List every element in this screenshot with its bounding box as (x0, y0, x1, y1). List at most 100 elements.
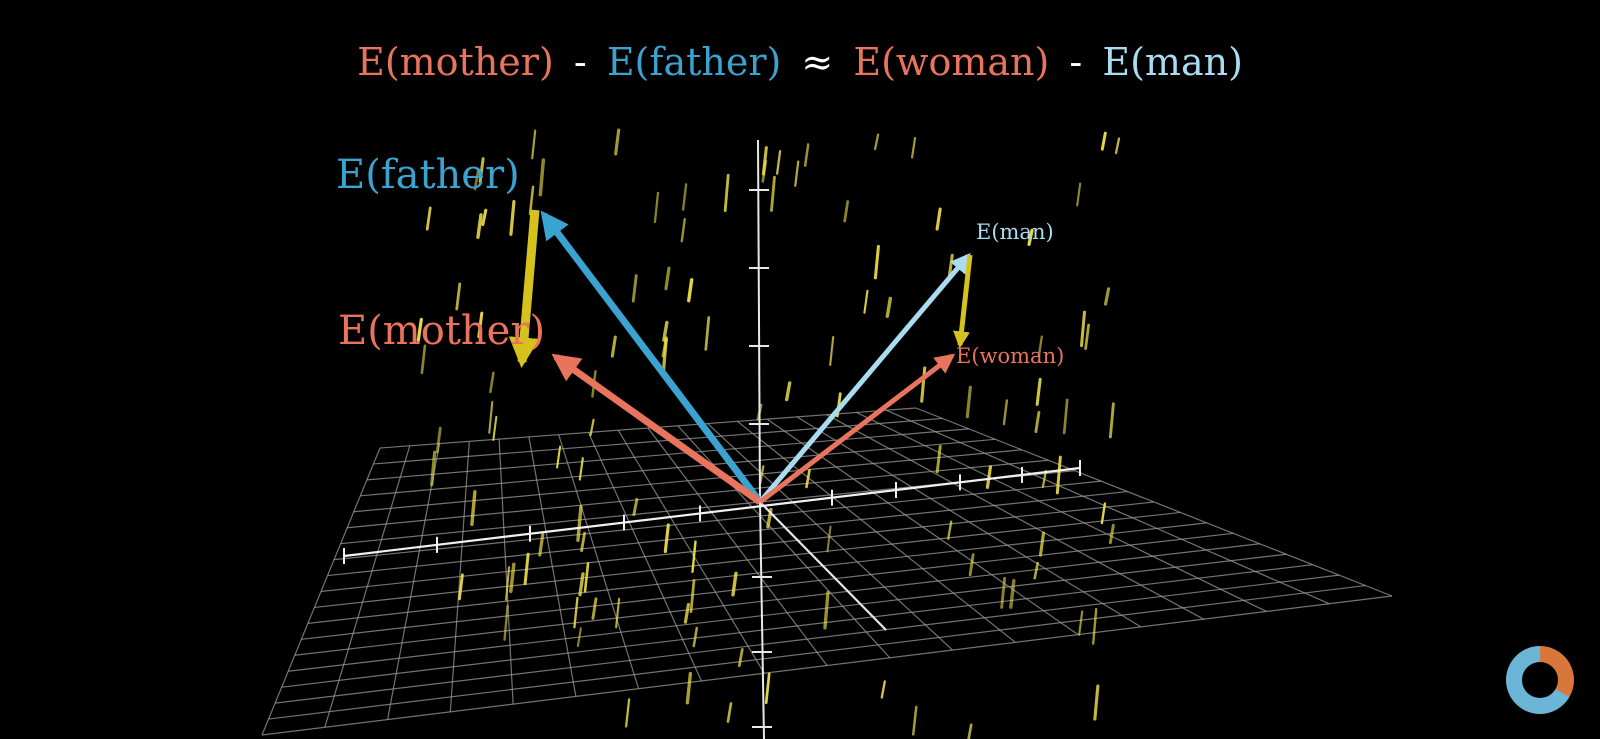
difference-vector-adults (953, 254, 973, 349)
point-dash (1093, 684, 1100, 721)
point-dash (591, 597, 598, 620)
point-dash (481, 208, 488, 227)
point-dash (625, 698, 631, 728)
axis-horizontal (343, 466, 1081, 558)
point-dash (653, 191, 660, 224)
point-dash (589, 418, 595, 437)
point-dash (685, 671, 693, 705)
point-dash (1078, 610, 1084, 636)
grid-line (766, 418, 1079, 636)
point-dash (1037, 335, 1043, 358)
point-dash (826, 525, 832, 553)
point-dash (737, 648, 744, 668)
point-dash (910, 136, 917, 159)
point-dash (435, 426, 442, 454)
difference-vector-parents (508, 209, 540, 369)
point-dash (912, 705, 918, 736)
point-dash (503, 604, 509, 641)
axis-vertical-down (759, 501, 765, 739)
label-woman: E(woman) (956, 344, 1065, 368)
label-mother: E(mother) (338, 308, 546, 354)
point-dash (478, 157, 485, 184)
label-father: E(father) (336, 152, 520, 198)
point-dash (573, 596, 579, 629)
loading-spinner-icon (1506, 646, 1574, 714)
point-dash (689, 578, 696, 613)
point-dash (430, 450, 437, 487)
point-dash (687, 278, 694, 303)
point-dash (538, 158, 546, 197)
point-dash (631, 274, 638, 303)
point-dash (661, 336, 668, 376)
grid-line (373, 417, 943, 465)
grid-line (677, 425, 891, 659)
point-dash (1103, 287, 1111, 306)
point-dash (1079, 310, 1086, 348)
point-dash (1055, 455, 1062, 495)
point-dash (968, 553, 975, 577)
point-dash (505, 566, 511, 601)
point-dash (509, 200, 516, 236)
axes (343, 139, 1081, 739)
point-dash (1108, 523, 1115, 545)
point-dash (531, 129, 537, 160)
point-dash (470, 490, 477, 527)
point-dash (880, 680, 886, 699)
point-dash (489, 371, 495, 394)
point-dash (488, 401, 494, 434)
point-dash (578, 572, 585, 597)
point-dash (1034, 410, 1041, 434)
grid-line (826, 414, 1204, 620)
perspective-grid (261, 407, 1393, 736)
point-dash (829, 335, 835, 366)
point-dash (556, 445, 562, 469)
equation: E(mother) - E(father) ≈ E(woman) - E(man… (0, 40, 1600, 84)
point-dash (1062, 398, 1069, 435)
point-dash (823, 590, 830, 630)
point-dash (935, 207, 942, 231)
point-dash (580, 531, 586, 553)
point-dash (683, 602, 691, 624)
grid-line (366, 428, 969, 481)
point-dash (576, 505, 583, 542)
point-dash (1009, 578, 1016, 609)
point-dash (1027, 228, 1034, 246)
equation-term-man: E(man) (1102, 40, 1243, 84)
point-dash (1076, 182, 1082, 207)
point-dash (610, 335, 617, 358)
point-dash (509, 562, 516, 594)
point-dash (691, 540, 697, 573)
axis-vertical-up (757, 139, 761, 503)
point-dash (1038, 531, 1046, 557)
point-dash (967, 723, 973, 739)
grid-line (353, 449, 1022, 513)
point-dash (576, 627, 582, 648)
point-dash (1114, 137, 1121, 155)
point-dash (632, 497, 639, 517)
point-dash (1000, 576, 1007, 609)
grid-line (347, 459, 1049, 529)
label-man: E(man) (976, 220, 1054, 244)
point-dash (663, 523, 670, 554)
point-dash (473, 169, 480, 191)
point-dash (457, 573, 464, 601)
point-dash (420, 344, 427, 375)
point-dash (805, 468, 811, 489)
point-dash (477, 311, 484, 339)
point-dash (704, 316, 711, 351)
point-dash (885, 296, 893, 318)
grid-line (885, 409, 1330, 605)
point-dash (528, 185, 535, 216)
point-dash (662, 320, 669, 342)
vector-woman (758, 353, 956, 504)
point-dash (770, 175, 776, 212)
vector-mother (551, 353, 763, 505)
point-dash (664, 266, 671, 291)
axis-depth (759, 501, 887, 631)
grid-line (856, 411, 1267, 612)
point-dash (873, 244, 880, 280)
point-dash (614, 128, 621, 156)
point-dash (985, 465, 993, 489)
vector-father (540, 210, 763, 505)
